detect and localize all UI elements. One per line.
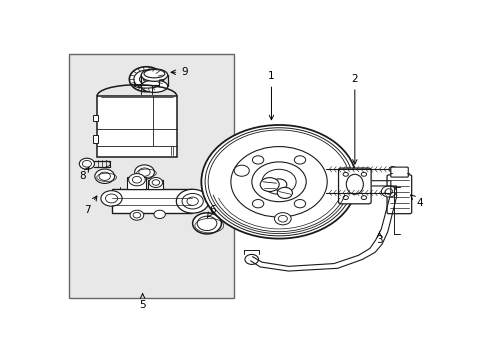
Text: 7: 7 (84, 196, 97, 215)
Ellipse shape (134, 165, 154, 179)
Bar (148, 180, 163, 189)
Circle shape (79, 158, 94, 169)
Circle shape (130, 210, 143, 220)
Ellipse shape (143, 69, 164, 78)
FancyBboxPatch shape (338, 168, 370, 204)
Ellipse shape (95, 169, 114, 184)
Circle shape (260, 177, 279, 192)
Circle shape (149, 177, 163, 188)
Bar (112, 189, 191, 213)
Circle shape (251, 162, 305, 202)
Ellipse shape (192, 213, 221, 234)
Circle shape (143, 77, 149, 81)
Text: 5: 5 (139, 294, 145, 310)
FancyBboxPatch shape (390, 167, 407, 177)
Text: 6: 6 (207, 204, 216, 217)
Bar (68, 54, 233, 298)
Circle shape (101, 191, 122, 206)
Circle shape (388, 190, 396, 195)
Text: 3: 3 (375, 232, 382, 245)
Circle shape (176, 189, 208, 213)
FancyBboxPatch shape (386, 175, 411, 214)
Circle shape (244, 255, 258, 264)
Text: 9: 9 (171, 67, 187, 77)
Circle shape (129, 67, 163, 92)
Circle shape (252, 199, 263, 208)
Bar (97, 96, 176, 157)
Circle shape (271, 179, 286, 190)
Circle shape (252, 156, 263, 164)
Ellipse shape (141, 69, 167, 81)
Circle shape (201, 125, 356, 239)
Circle shape (381, 186, 396, 197)
Circle shape (128, 174, 145, 186)
Text: 2: 2 (351, 74, 357, 164)
Circle shape (277, 187, 292, 198)
Circle shape (388, 167, 396, 172)
Circle shape (274, 213, 290, 225)
Bar (92, 135, 98, 143)
Bar (92, 115, 98, 121)
Ellipse shape (141, 80, 167, 93)
Text: 1: 1 (267, 72, 274, 120)
Circle shape (294, 199, 305, 208)
Circle shape (154, 210, 165, 219)
Circle shape (234, 165, 249, 176)
Bar (127, 177, 146, 189)
Circle shape (294, 156, 305, 164)
Text: 4: 4 (410, 195, 422, 208)
Text: 8: 8 (79, 167, 89, 181)
